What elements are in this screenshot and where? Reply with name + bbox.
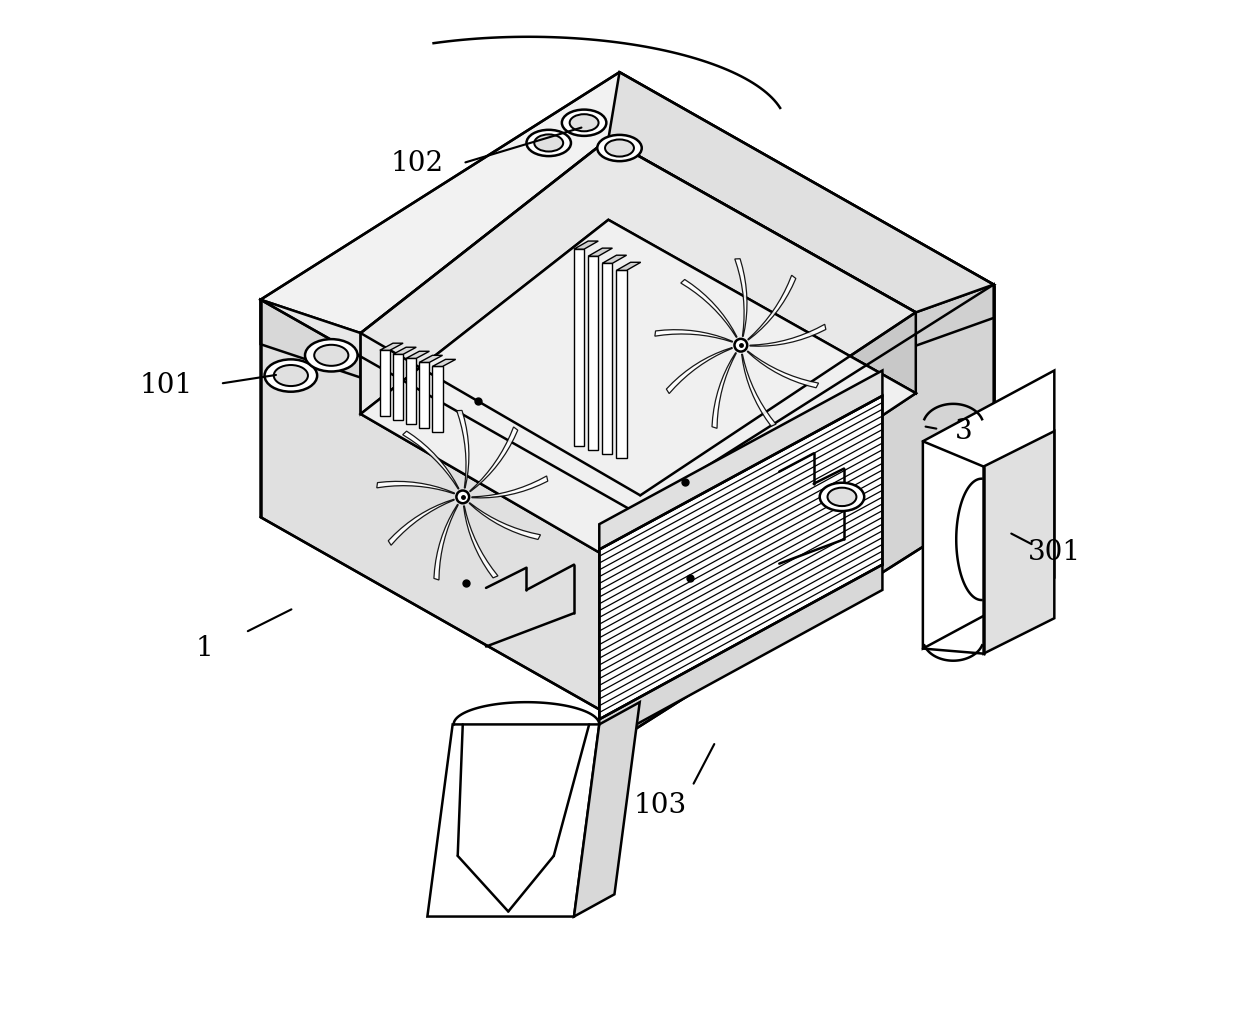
Polygon shape [589, 257, 598, 450]
Polygon shape [916, 285, 994, 346]
Ellipse shape [534, 135, 564, 151]
Ellipse shape [828, 488, 856, 506]
Ellipse shape [527, 130, 571, 156]
Polygon shape [655, 330, 732, 342]
Polygon shape [634, 285, 994, 729]
Polygon shape [574, 241, 598, 249]
Polygon shape [457, 411, 468, 488]
Polygon shape [434, 504, 458, 580]
Text: 301: 301 [1028, 539, 1080, 566]
Polygon shape [432, 359, 456, 366]
Text: 102: 102 [390, 150, 444, 176]
Polygon shape [361, 139, 916, 576]
Polygon shape [406, 351, 430, 358]
Polygon shape [602, 256, 627, 264]
Text: 101: 101 [140, 372, 193, 400]
Polygon shape [750, 324, 826, 346]
Polygon shape [361, 333, 641, 576]
Polygon shape [463, 506, 498, 578]
Polygon shape [680, 280, 737, 338]
Polygon shape [600, 370, 882, 550]
Polygon shape [472, 476, 548, 498]
Text: 3: 3 [954, 418, 973, 445]
Polygon shape [748, 275, 795, 340]
Polygon shape [260, 300, 361, 377]
Polygon shape [361, 139, 916, 496]
Polygon shape [608, 139, 916, 393]
Polygon shape [747, 351, 819, 387]
Polygon shape [600, 565, 882, 744]
Polygon shape [742, 354, 776, 426]
Polygon shape [470, 503, 540, 539]
Polygon shape [600, 395, 882, 719]
Polygon shape [393, 347, 416, 354]
Polygon shape [419, 355, 442, 362]
Ellipse shape [597, 135, 642, 161]
Ellipse shape [274, 365, 309, 386]
Polygon shape [393, 354, 403, 420]
Polygon shape [984, 431, 1054, 654]
Polygon shape [602, 264, 612, 454]
Polygon shape [388, 499, 455, 546]
Polygon shape [589, 248, 612, 257]
Polygon shape [260, 300, 641, 512]
Ellipse shape [820, 483, 865, 511]
Polygon shape [427, 724, 600, 917]
Ellipse shape [605, 140, 634, 156]
Polygon shape [574, 249, 584, 446]
Polygon shape [260, 300, 634, 729]
Circle shape [735, 339, 747, 352]
Polygon shape [617, 271, 627, 458]
Ellipse shape [570, 115, 598, 131]
Polygon shape [432, 366, 442, 432]
Polygon shape [403, 431, 458, 489]
Circle shape [456, 491, 470, 503]
Ellipse shape [305, 339, 358, 371]
Polygon shape [419, 362, 430, 428]
Polygon shape [260, 72, 994, 512]
Polygon shape [377, 482, 455, 494]
Polygon shape [617, 263, 641, 271]
Ellipse shape [561, 110, 606, 136]
Text: 1: 1 [196, 635, 214, 662]
Polygon shape [361, 220, 916, 576]
Text: 103: 103 [633, 792, 686, 819]
Polygon shape [667, 348, 732, 393]
Polygon shape [380, 343, 403, 350]
Polygon shape [712, 353, 736, 428]
Polygon shape [574, 702, 639, 917]
Polygon shape [735, 259, 747, 337]
Polygon shape [470, 427, 518, 492]
Polygon shape [608, 72, 994, 312]
Polygon shape [406, 358, 416, 424]
Polygon shape [380, 350, 390, 416]
Ellipse shape [315, 345, 348, 366]
Polygon shape [923, 370, 1054, 649]
Ellipse shape [265, 359, 317, 391]
